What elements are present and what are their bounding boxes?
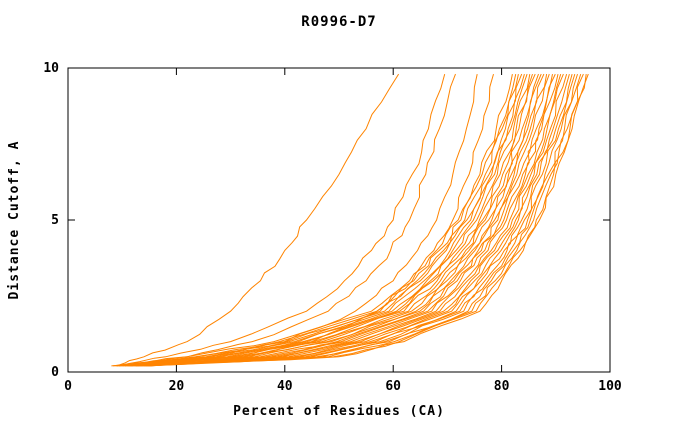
curve (149, 74, 587, 367)
curve (129, 74, 548, 367)
curve (130, 73, 478, 367)
curve (119, 73, 446, 367)
chart-title: R0996-D7 (301, 14, 376, 30)
y-tick-label: 0 (51, 365, 59, 380)
curve (143, 73, 576, 367)
y-tick-labels: 0 5 10 (43, 61, 59, 380)
x-axis-label: Percent of Residues (CA) (233, 404, 445, 419)
x-tick-label: 20 (169, 379, 185, 394)
curve (133, 73, 556, 367)
curve (112, 73, 517, 367)
curve (135, 73, 559, 367)
curve (148, 73, 584, 367)
curve (142, 73, 573, 367)
curve (136, 73, 562, 367)
x-tick-label: 100 (598, 379, 622, 394)
x-tick-labels: 0 20 40 60 80 100 (64, 379, 622, 394)
y-tick-label: 5 (51, 213, 59, 228)
curve (130, 73, 550, 367)
curve (111, 74, 513, 367)
curve (124, 73, 456, 367)
curve (118, 73, 528, 367)
curve (123, 73, 536, 367)
x-tick-label: 80 (494, 379, 510, 394)
curve (139, 73, 568, 367)
x-tick-label: 0 (64, 379, 72, 394)
x-tick-label: 40 (277, 379, 293, 394)
curve (137, 73, 564, 367)
curve (140, 73, 570, 367)
curve (116, 73, 400, 367)
y-axis-label: Distance Cutoff, A (7, 141, 22, 300)
y-tick-label: 10 (43, 61, 59, 76)
curve (146, 73, 582, 367)
curve (135, 73, 494, 367)
curve (150, 73, 589, 367)
axis-ticks (67, 67, 611, 373)
x-tick-label: 60 (385, 379, 401, 394)
curve (117, 73, 525, 367)
curve-lines (111, 73, 589, 367)
curve (120, 74, 531, 367)
